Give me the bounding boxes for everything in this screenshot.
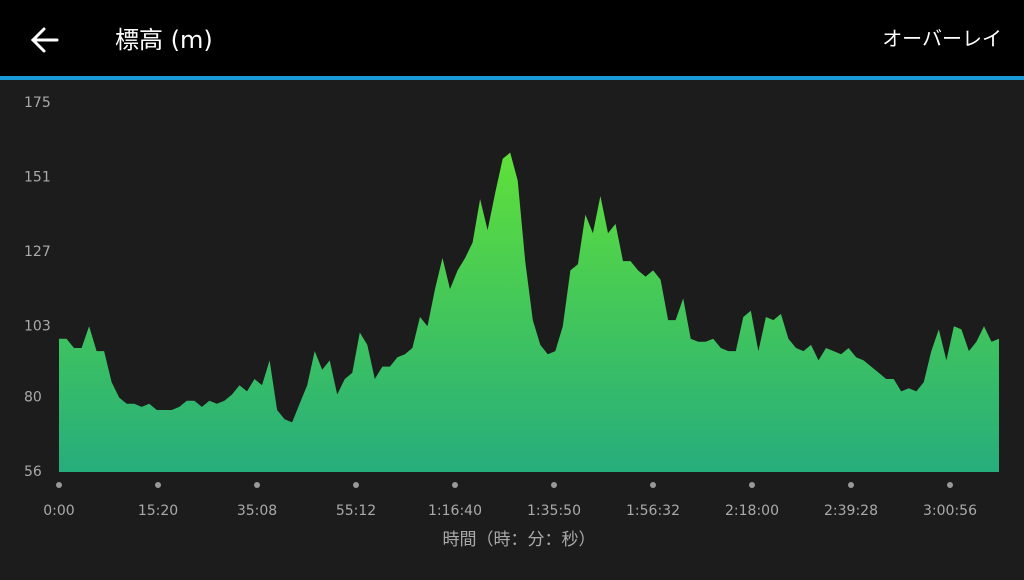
x-tick-label: 55:12 [336,503,376,519]
x-tick-dot [947,482,953,488]
y-tick-label: 103 [24,318,51,334]
x-axis-title: 時間（時：分：秒） [443,530,596,550]
x-tick-dot [650,482,656,488]
x-tick-dot [353,482,359,488]
y-tick-label: 175 [24,95,51,111]
y-tick-label: 151 [24,169,51,185]
header-bar [0,0,1024,76]
x-tick-dot [848,482,854,488]
x-tick-label: 1:35:50 [527,503,581,519]
x-tick-label: 1:16:40 [428,503,482,519]
y-tick-label: 127 [24,244,51,260]
x-tick-label: 2:18:00 [725,503,779,519]
x-tick-label: 3:00:56 [923,503,977,519]
x-tick-dot [749,482,755,488]
header-accent [0,76,1024,80]
x-tick-label: 2:39:28 [824,503,878,519]
y-tick-label: 56 [24,464,42,480]
x-tick-dot [452,482,458,488]
x-tick-dot [155,482,161,488]
overlay-button[interactable]: オーバーレイ [882,27,1002,51]
elevation-area [59,152,999,472]
x-tick-dot [254,482,260,488]
header-title: 標高 (m) [115,26,213,54]
x-tick-label: 15:20 [138,503,178,519]
x-tick-label: 0:00 [43,503,74,519]
x-tick-dot [551,482,557,488]
back-button[interactable] [30,27,59,53]
x-tick-dot [56,482,62,488]
y-tick-label: 80 [24,390,42,406]
x-tick-label: 35:08 [237,503,277,519]
x-tick-label: 1:56:32 [626,503,680,519]
